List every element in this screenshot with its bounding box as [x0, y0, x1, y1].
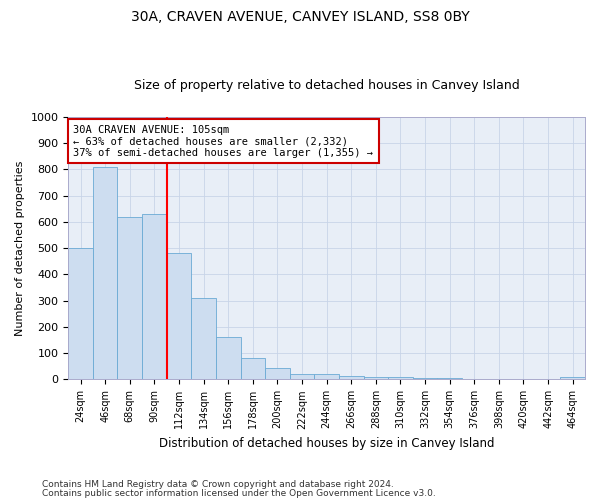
Bar — [314, 374, 339, 380]
Bar — [437, 378, 462, 380]
Y-axis label: Number of detached properties: Number of detached properties — [15, 160, 25, 336]
Text: Contains public sector information licensed under the Open Government Licence v3: Contains public sector information licen… — [42, 488, 436, 498]
Bar — [93, 166, 118, 380]
Bar — [462, 378, 487, 380]
Bar — [118, 216, 142, 380]
Bar — [241, 358, 265, 380]
Bar — [339, 376, 364, 380]
Bar — [536, 379, 560, 380]
Bar — [560, 377, 585, 380]
Bar — [265, 368, 290, 380]
Title: Size of property relative to detached houses in Canvey Island: Size of property relative to detached ho… — [134, 79, 520, 92]
Bar — [487, 379, 511, 380]
Text: 30A CRAVEN AVENUE: 105sqm
← 63% of detached houses are smaller (2,332)
37% of se: 30A CRAVEN AVENUE: 105sqm ← 63% of detac… — [73, 124, 373, 158]
Bar — [364, 377, 388, 380]
Text: 30A, CRAVEN AVENUE, CANVEY ISLAND, SS8 0BY: 30A, CRAVEN AVENUE, CANVEY ISLAND, SS8 0… — [131, 10, 469, 24]
Bar — [290, 374, 314, 380]
Bar — [167, 254, 191, 380]
Bar — [68, 248, 93, 380]
Text: Contains HM Land Registry data © Crown copyright and database right 2024.: Contains HM Land Registry data © Crown c… — [42, 480, 394, 489]
Bar — [511, 379, 536, 380]
Bar — [191, 298, 216, 380]
Bar — [388, 378, 413, 380]
Bar — [142, 214, 167, 380]
Bar — [413, 378, 437, 380]
X-axis label: Distribution of detached houses by size in Canvey Island: Distribution of detached houses by size … — [159, 437, 494, 450]
Bar — [216, 338, 241, 380]
